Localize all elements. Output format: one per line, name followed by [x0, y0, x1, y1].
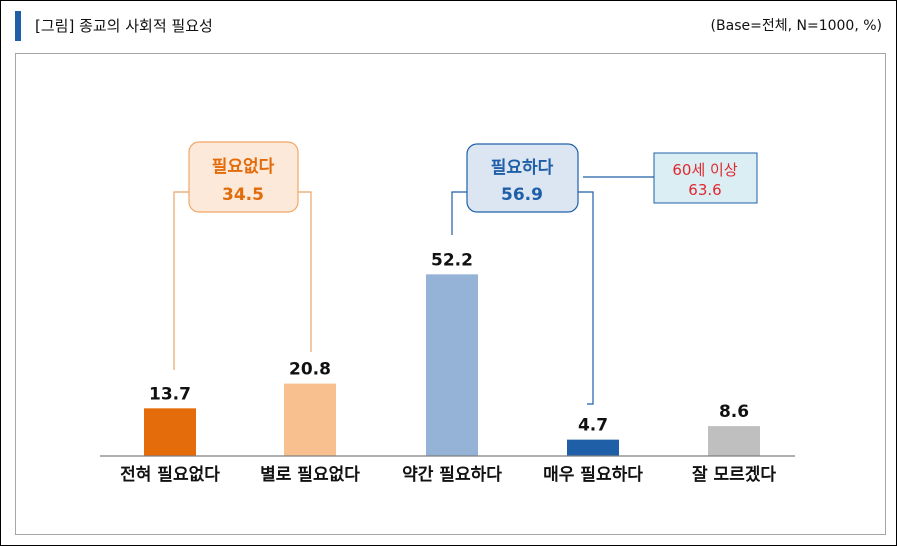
- title-accent-bar: [15, 11, 21, 41]
- bar-value-label-4: 4.7: [578, 416, 608, 436]
- category-label-2: 별로 필요없다: [260, 465, 360, 485]
- plot-area-border: [15, 53, 886, 535]
- bar-value-label-3: 52.2: [431, 250, 473, 270]
- bar-1: [144, 408, 196, 456]
- group-value-not-needed: 34.5: [222, 185, 264, 205]
- bars-layer: 13.7 전혀 필요없다 20.8 별로 필요없다 52.2 약간 필요하다 4.7 매우 필…: [120, 250, 776, 485]
- callout-value-60plus: 63.6: [688, 181, 721, 199]
- bar-4: [567, 439, 619, 456]
- bar-value-label-5: 8.6: [719, 402, 749, 422]
- group-label-not-needed: 필요없다: [212, 157, 275, 177]
- callout-label-60plus: 60세 이상: [672, 161, 737, 179]
- bracket-needed-right: [578, 191, 594, 405]
- bar-value-label-2: 20.8: [289, 360, 331, 380]
- group-label-needed: 필요하다: [491, 158, 554, 178]
- category-label-3: 약간 필요하다: [402, 464, 502, 485]
- bar-value-label-1: 13.7: [149, 384, 191, 404]
- bar-5: [708, 426, 760, 456]
- callout-box-60plus: [653, 152, 758, 204]
- group-value-needed: 56.9: [501, 185, 543, 205]
- category-label-5: 잘 모르겠다: [692, 464, 776, 485]
- base-note: (Base=전체, N=1000, %): [710, 18, 882, 34]
- bracket-needed-left: [451, 191, 467, 235]
- bracket-not-needed-right: [298, 191, 312, 352]
- bracket-not-needed-left: [173, 191, 189, 370]
- category-label-4: 매우 필요하다: [543, 465, 643, 485]
- bar-2: [284, 383, 336, 456]
- group-box-not-needed: [188, 141, 299, 213]
- category-label-1: 전혀 필요없다: [120, 465, 220, 485]
- group-box-needed: [466, 143, 579, 213]
- bar-3: [426, 274, 478, 456]
- chart-title: [그림] 종교의 사회적 필요성: [35, 17, 213, 35]
